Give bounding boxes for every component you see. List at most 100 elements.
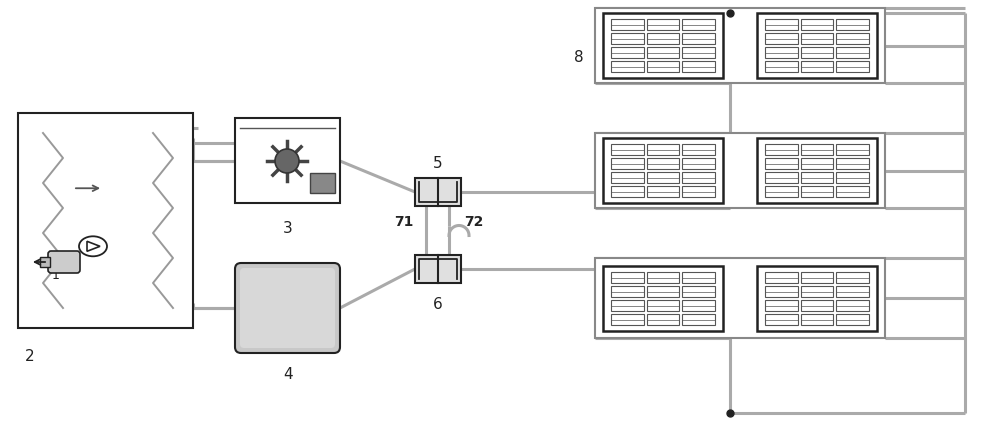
Bar	[836, 34, 869, 45]
Bar	[415, 179, 461, 207]
Bar	[603, 14, 723, 79]
Bar	[595, 9, 885, 84]
Bar	[611, 187, 644, 198]
Bar	[765, 272, 798, 283]
Bar	[611, 314, 644, 325]
Bar	[836, 286, 869, 297]
Bar	[765, 62, 798, 73]
Bar	[682, 314, 715, 325]
Bar	[765, 300, 798, 311]
Bar	[18, 114, 193, 328]
Bar	[611, 159, 644, 170]
Bar	[682, 286, 715, 297]
Circle shape	[275, 150, 299, 173]
Bar	[801, 145, 833, 155]
Bar	[611, 300, 644, 311]
Bar	[682, 145, 715, 155]
Text: 6: 6	[433, 297, 443, 311]
Bar	[801, 314, 833, 325]
Text: 8: 8	[574, 49, 584, 64]
Bar	[801, 272, 833, 283]
Bar	[611, 62, 644, 73]
Bar	[603, 139, 723, 204]
Bar	[647, 20, 679, 31]
Bar	[682, 159, 715, 170]
Bar	[415, 255, 461, 283]
Bar	[801, 20, 833, 31]
Bar	[235, 119, 340, 204]
Bar	[647, 173, 679, 184]
Text: 1: 1	[52, 268, 60, 281]
Bar	[682, 272, 715, 283]
Bar	[647, 34, 679, 45]
Bar	[836, 272, 869, 283]
Bar	[611, 272, 644, 283]
Bar	[611, 173, 644, 184]
Bar	[682, 20, 715, 31]
Bar	[836, 314, 869, 325]
Bar	[757, 14, 877, 79]
Bar	[765, 145, 798, 155]
Bar	[647, 314, 679, 325]
Bar	[647, 187, 679, 198]
Bar	[801, 300, 833, 311]
Bar	[647, 145, 679, 155]
Bar	[836, 173, 869, 184]
Bar	[801, 286, 833, 297]
Bar	[682, 187, 715, 198]
Bar	[682, 62, 715, 73]
Bar	[611, 48, 644, 59]
Bar	[765, 159, 798, 170]
Bar	[682, 300, 715, 311]
Text: 71: 71	[394, 215, 413, 229]
Bar	[647, 62, 679, 73]
Bar	[801, 48, 833, 59]
FancyBboxPatch shape	[240, 268, 335, 348]
Text: 4: 4	[283, 366, 293, 381]
Bar	[836, 159, 869, 170]
Bar	[801, 187, 833, 198]
Bar	[765, 286, 798, 297]
Bar	[647, 272, 679, 283]
Bar	[603, 266, 723, 331]
Bar	[765, 173, 798, 184]
FancyBboxPatch shape	[48, 251, 80, 273]
Bar	[757, 139, 877, 204]
Bar	[757, 266, 877, 331]
Bar	[682, 48, 715, 59]
Bar	[765, 187, 798, 198]
Bar	[836, 20, 869, 31]
Bar	[801, 62, 833, 73]
Bar	[765, 20, 798, 31]
Bar	[611, 34, 644, 45]
Bar	[647, 286, 679, 297]
Bar	[595, 134, 885, 208]
Bar	[836, 187, 869, 198]
Bar	[647, 300, 679, 311]
Bar	[801, 34, 833, 45]
Bar	[682, 34, 715, 45]
Bar	[611, 145, 644, 155]
Bar	[801, 173, 833, 184]
Bar	[595, 258, 885, 338]
Bar	[765, 34, 798, 45]
Bar	[647, 48, 679, 59]
Bar	[765, 48, 798, 59]
Bar	[611, 286, 644, 297]
Bar	[836, 145, 869, 155]
FancyBboxPatch shape	[235, 263, 340, 353]
Bar	[836, 62, 869, 73]
Bar	[682, 173, 715, 184]
Text: 5: 5	[433, 155, 443, 171]
Bar	[836, 300, 869, 311]
Bar	[647, 159, 679, 170]
Bar	[801, 159, 833, 170]
Bar	[836, 48, 869, 59]
Text: 2: 2	[25, 348, 35, 363]
Bar	[765, 314, 798, 325]
Text: 3: 3	[283, 220, 293, 236]
Bar	[611, 20, 644, 31]
Bar	[40, 258, 50, 267]
Text: 72: 72	[464, 215, 483, 229]
Bar	[310, 173, 335, 194]
